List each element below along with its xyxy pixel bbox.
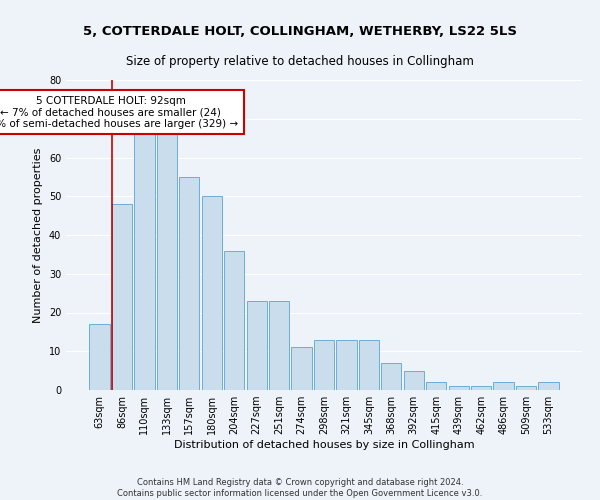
Y-axis label: Number of detached properties: Number of detached properties [33, 148, 43, 322]
Bar [404, 370, 424, 390]
Bar [157, 130, 177, 390]
Bar [247, 301, 267, 390]
Bar [89, 324, 110, 390]
Bar [314, 340, 334, 390]
Bar [426, 382, 446, 390]
X-axis label: Distribution of detached houses by size in Collingham: Distribution of detached houses by size … [173, 440, 475, 450]
Text: Contains HM Land Registry data © Crown copyright and database right 2024.
Contai: Contains HM Land Registry data © Crown c… [118, 478, 482, 498]
Bar [381, 363, 401, 390]
Bar [359, 340, 379, 390]
Bar [112, 204, 132, 390]
Bar [493, 382, 514, 390]
Bar [292, 348, 311, 390]
Bar [516, 386, 536, 390]
Bar [134, 130, 155, 390]
Text: 5 COTTERDALE HOLT: 92sqm
← 7% of detached houses are smaller (24)
93% of semi-de: 5 COTTERDALE HOLT: 92sqm ← 7% of detache… [0, 96, 238, 128]
Bar [269, 301, 289, 390]
Text: Size of property relative to detached houses in Collingham: Size of property relative to detached ho… [126, 55, 474, 68]
Bar [449, 386, 469, 390]
Text: 5, COTTERDALE HOLT, COLLINGHAM, WETHERBY, LS22 5LS: 5, COTTERDALE HOLT, COLLINGHAM, WETHERBY… [83, 25, 517, 38]
Bar [224, 250, 244, 390]
Bar [202, 196, 222, 390]
Bar [538, 382, 559, 390]
Bar [471, 386, 491, 390]
Bar [179, 177, 199, 390]
Bar [337, 340, 356, 390]
